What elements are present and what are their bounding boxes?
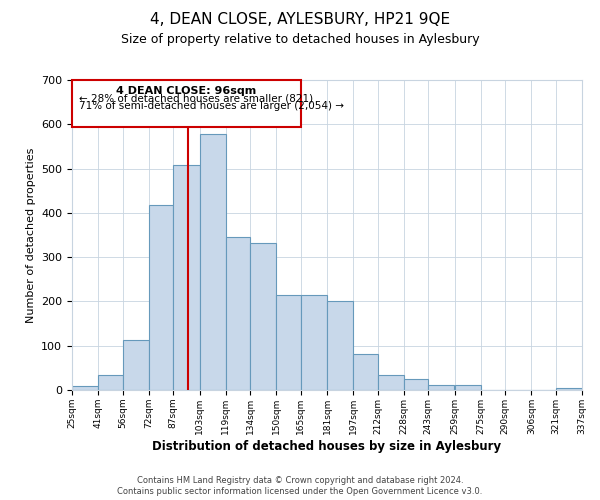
Bar bbox=[404, 379, 428, 390]
Bar bbox=[98, 376, 122, 390]
Text: 4, DEAN CLOSE, AYLESBURY, HP21 9QE: 4, DEAN CLOSE, AYLESBURY, HP21 9QE bbox=[150, 12, 450, 28]
Bar bbox=[353, 354, 377, 390]
Bar bbox=[149, 205, 173, 390]
Bar bbox=[226, 237, 250, 390]
Text: 4 DEAN CLOSE: 96sqm: 4 DEAN CLOSE: 96sqm bbox=[116, 86, 257, 96]
Y-axis label: Number of detached properties: Number of detached properties bbox=[26, 148, 35, 322]
Text: 71% of semi-detached houses are larger (2,054) →: 71% of semi-detached houses are larger (… bbox=[79, 101, 344, 111]
Bar bbox=[455, 384, 481, 390]
FancyBboxPatch shape bbox=[72, 80, 301, 128]
Bar bbox=[72, 386, 98, 390]
X-axis label: Distribution of detached houses by size in Aylesbury: Distribution of detached houses by size … bbox=[152, 440, 502, 452]
Bar bbox=[199, 134, 226, 390]
Bar bbox=[428, 385, 455, 390]
Bar bbox=[327, 301, 353, 390]
Bar bbox=[556, 388, 582, 390]
Bar bbox=[301, 295, 327, 390]
Bar bbox=[277, 295, 301, 390]
Bar bbox=[173, 166, 199, 390]
Text: ← 28% of detached houses are smaller (821): ← 28% of detached houses are smaller (82… bbox=[79, 94, 313, 104]
Text: Size of property relative to detached houses in Aylesbury: Size of property relative to detached ho… bbox=[121, 32, 479, 46]
Text: Contains HM Land Registry data © Crown copyright and database right 2024.: Contains HM Land Registry data © Crown c… bbox=[137, 476, 463, 485]
Bar bbox=[250, 243, 277, 390]
Text: Contains public sector information licensed under the Open Government Licence v3: Contains public sector information licen… bbox=[118, 488, 482, 496]
Bar bbox=[122, 340, 149, 390]
Bar bbox=[377, 375, 404, 390]
